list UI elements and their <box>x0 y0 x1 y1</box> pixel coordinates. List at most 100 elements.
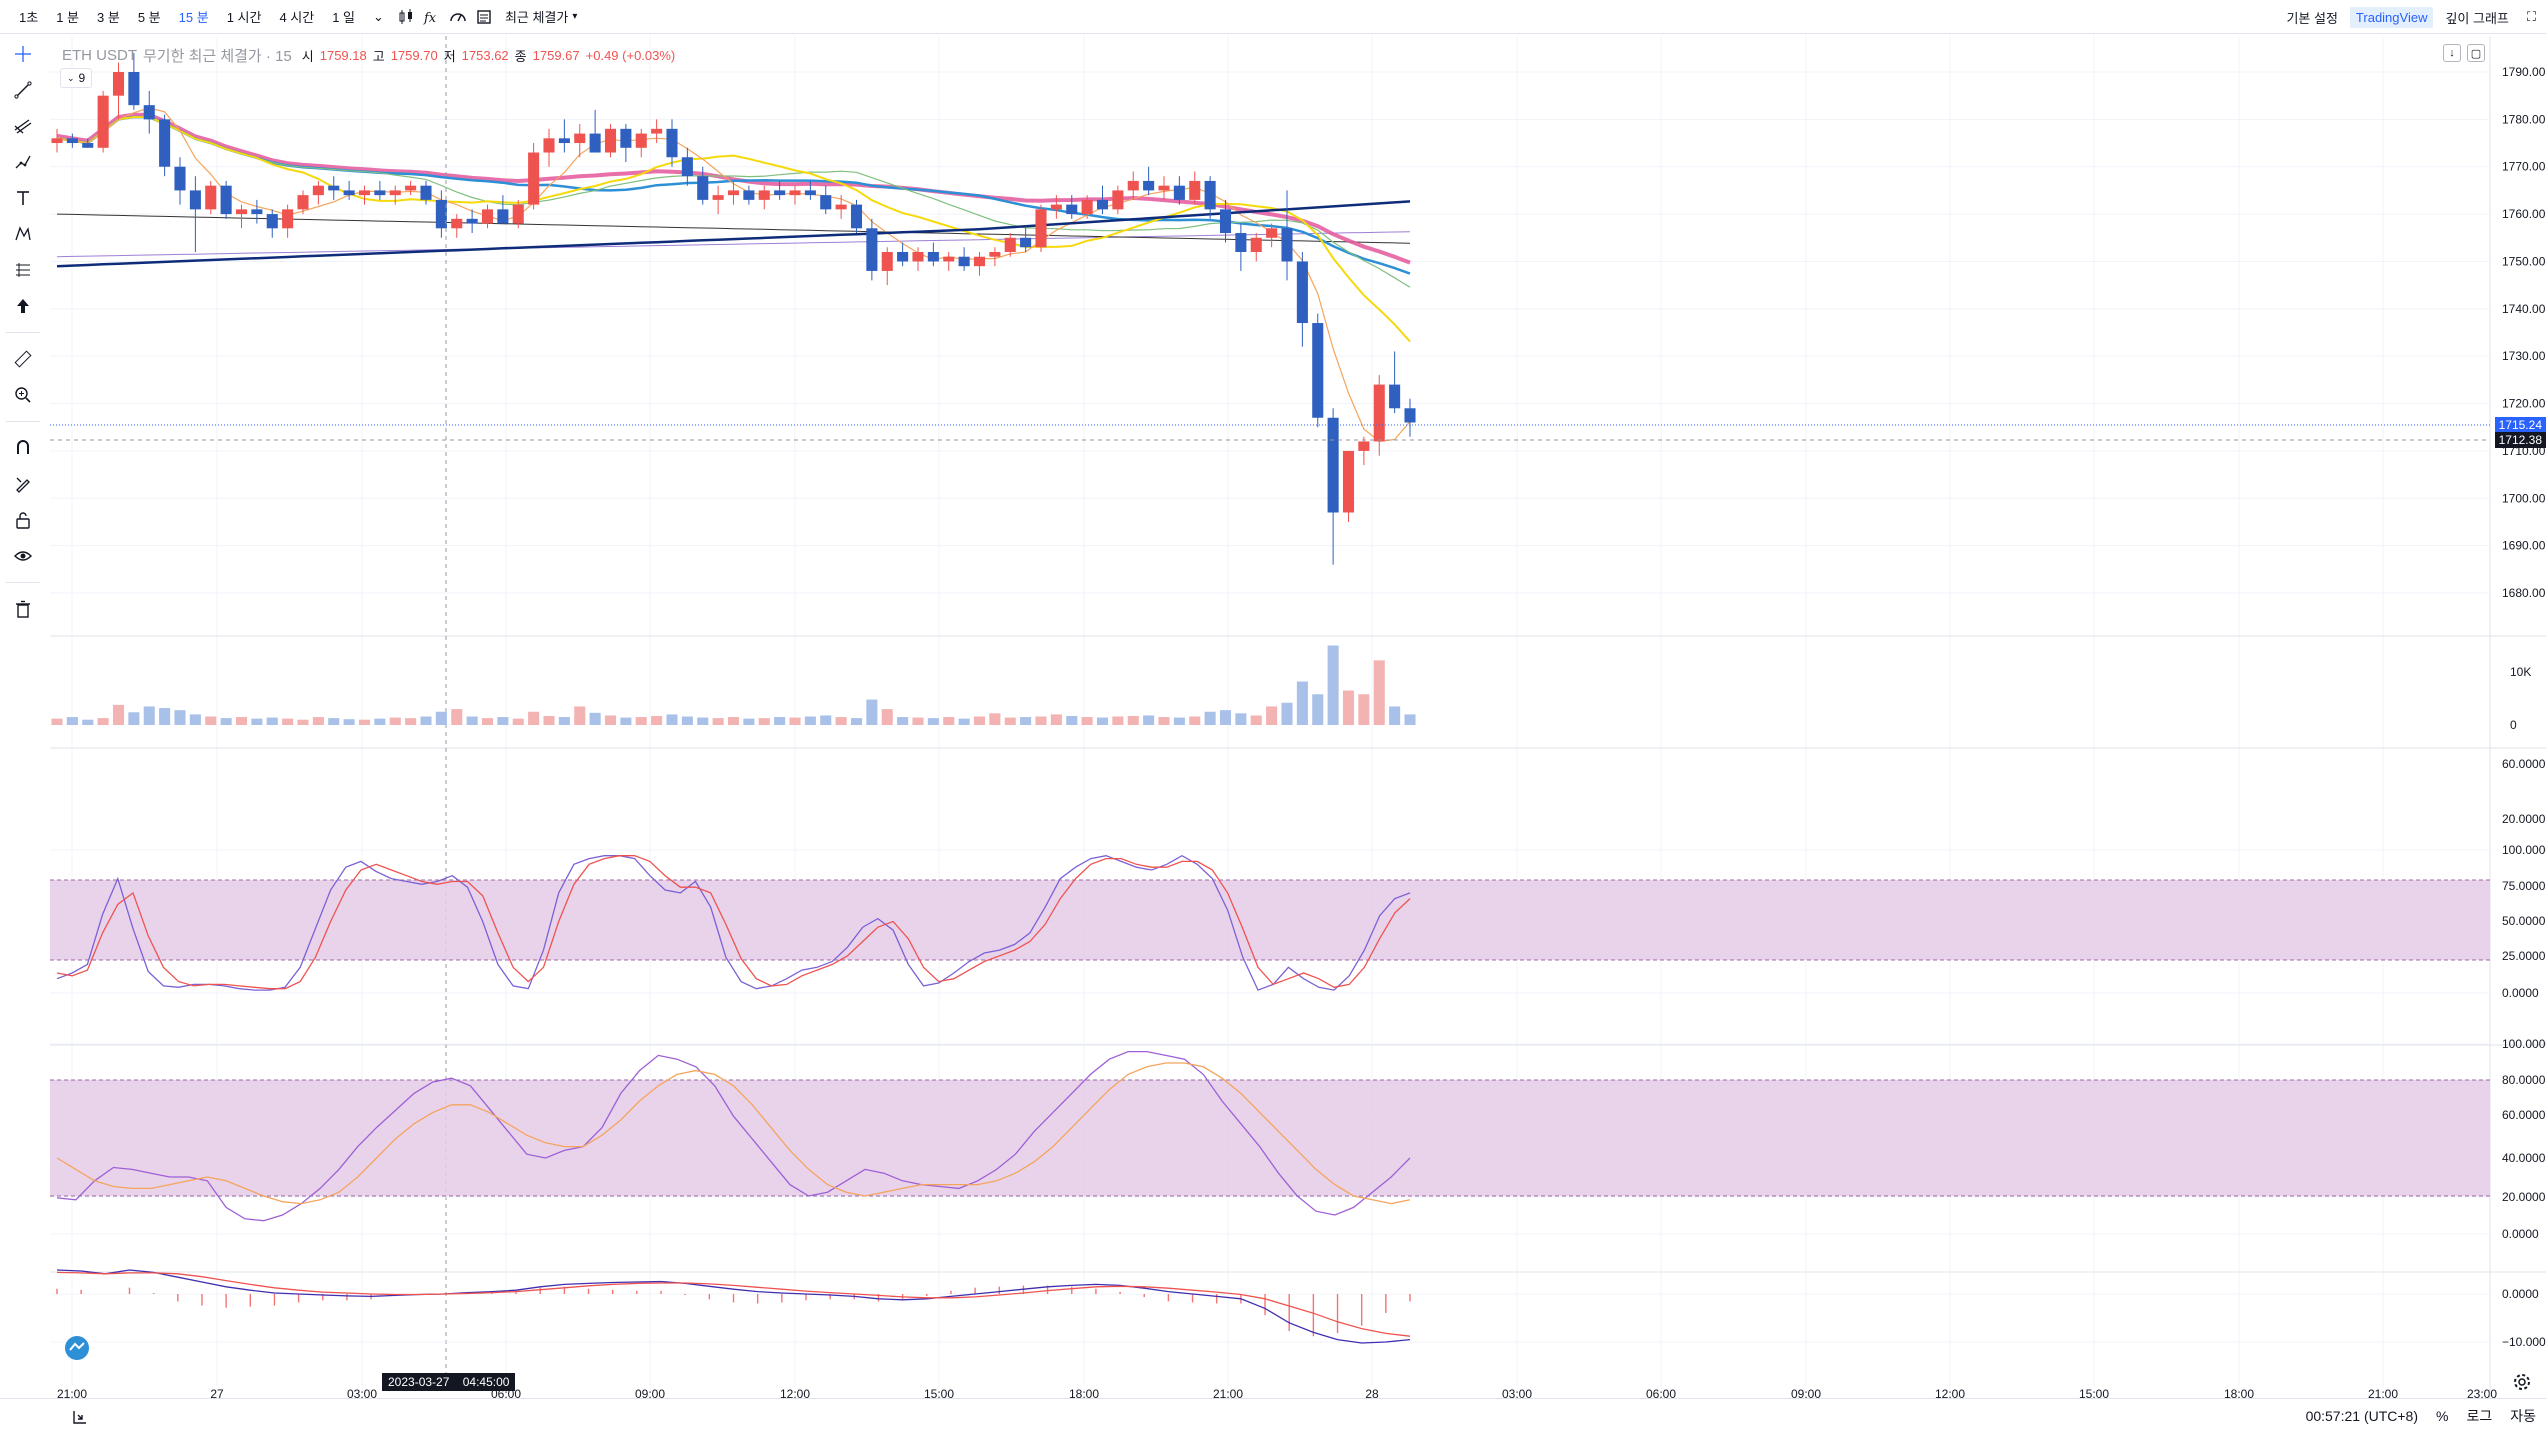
candle-body <box>543 138 555 153</box>
eye-icon[interactable] <box>6 539 40 573</box>
overbought-oversold-band <box>50 1080 2490 1196</box>
gauge-icon[interactable] <box>445 4 471 30</box>
volume-bar <box>558 717 570 725</box>
log-toggle[interactable]: 로그 <box>2466 1408 2493 1424</box>
brush-icon[interactable] <box>6 145 40 179</box>
close-label: 종 <box>514 49 527 64</box>
macd-line-0 <box>56 1269 1411 1344</box>
ruler-icon[interactable] <box>6 342 40 376</box>
pattern-icon[interactable] <box>6 217 40 251</box>
x-tick-label: 15:00 <box>2079 1387 2109 1398</box>
candle-body <box>774 190 786 196</box>
tradingview-logo-mark <box>69 1342 85 1351</box>
volume-bar <box>866 699 878 725</box>
candle-body <box>235 209 248 215</box>
magnet-icon[interactable] <box>6 431 40 465</box>
macd-line-1 <box>56 1271 1411 1337</box>
view-button-0[interactable]: 기본 설정 <box>2286 10 2338 26</box>
price-tick-label: 1750.00 <box>2502 254 2546 268</box>
candle-body <box>574 133 586 144</box>
volume-bar <box>1296 681 1308 725</box>
data-window-icon[interactable] <box>471 4 497 30</box>
candle-type-icon[interactable] <box>393 4 419 30</box>
interval-5[interactable]: 1 시간 <box>226 10 262 25</box>
volume-bar <box>358 719 371 725</box>
candle-body <box>989 251 1001 257</box>
interval-6[interactable]: 4 시간 <box>279 10 315 25</box>
view-button-2[interactable]: 깊이 그래프 <box>2445 10 2509 26</box>
volume-bar <box>374 718 386 725</box>
svg-text:fx: fx <box>423 11 437 26</box>
view-button-1[interactable]: TradingView <box>2349 6 2434 28</box>
volume-tick-label: 0 <box>2510 718 2517 732</box>
candle-body <box>804 190 816 196</box>
candle-body <box>512 204 524 224</box>
zoom-in-icon[interactable] <box>6 378 40 412</box>
lock-icon[interactable] <box>6 503 40 537</box>
x-tick-label: 09:00 <box>1791 1387 1821 1398</box>
candle-body <box>1112 190 1124 210</box>
volume-bar <box>635 717 647 725</box>
arrow-up-icon[interactable] <box>6 289 40 323</box>
interval-2[interactable]: 3 분 <box>97 10 120 25</box>
osc-tick-label: 75.0000 <box>2502 879 2546 893</box>
scale-controls: 00:57:21 (UTC+8) % 로그 자동 <box>2306 1406 2536 1426</box>
stoch-rsi-line-0 <box>56 854 1411 991</box>
divider <box>6 582 40 583</box>
trash-icon[interactable] <box>6 592 40 626</box>
interval-more-icon[interactable]: ⌄ <box>373 8 384 24</box>
ma-navy-line <box>56 200 1411 268</box>
chart-canvas[interactable]: 21:00 27 03:00 06:00 09:00 12:00 15:00 18:00 21:… <box>50 36 2546 1398</box>
volume-bar <box>1158 717 1170 725</box>
stoch-line-1 <box>56 1062 1411 1205</box>
candle-body <box>251 209 263 215</box>
osc-tick-label: 0.0000 <box>2502 986 2539 1000</box>
volume-bar <box>512 718 524 725</box>
osc-tick-label: 20.0000 <box>2502 812 2546 826</box>
keep-drawing-icon[interactable] <box>6 467 40 501</box>
maximize-pane-icon[interactable]: ▢ <box>2467 44 2485 62</box>
volume-bar <box>1020 717 1032 725</box>
crosshair-icon[interactable] <box>6 37 40 71</box>
trend-line-icon[interactable] <box>6 73 40 107</box>
percent-toggle[interactable]: % <box>2436 1408 2449 1424</box>
candle-body <box>189 190 201 210</box>
candle-body <box>1035 209 1047 248</box>
text-tool-icon[interactable] <box>6 181 40 215</box>
fib-icon[interactable] <box>6 253 40 287</box>
interval-7[interactable]: 1 일 <box>332 10 356 25</box>
settings-gear-icon[interactable] <box>2512 1372 2532 1397</box>
x-tick-label: 18:00 <box>2224 1387 2254 1398</box>
price-tick-label: 1780.00 <box>2502 112 2546 126</box>
auto-toggle[interactable]: 자동 <box>2510 1408 2536 1424</box>
interval-3[interactable]: 5 분 <box>137 10 161 25</box>
scroll-down-icon[interactable]: ↓ <box>2443 44 2461 62</box>
candle-body <box>282 209 294 229</box>
pitchfork-icon[interactable] <box>6 109 40 143</box>
candle-body <box>835 204 847 210</box>
volume-bar <box>66 717 78 725</box>
interval-0[interactable]: 1초 <box>19 10 39 25</box>
volume-bar <box>297 719 309 725</box>
goto-date-icon[interactable] <box>70 1407 90 1430</box>
indicators-icon[interactable]: fx <box>419 4 445 30</box>
indicator-toggle[interactable]: ⌄ 9 <box>60 68 93 88</box>
candle-body <box>51 138 63 144</box>
volume-bar <box>1327 645 1339 725</box>
ma-purple-line <box>56 231 1411 258</box>
interval-4[interactable]: 15 분 <box>178 10 209 25</box>
interval-1[interactable]: 1 분 <box>56 10 80 25</box>
chart-area[interactable]: 21:00 27 03:00 06:00 09:00 12:00 15:00 18:00 21:… <box>50 36 2546 1398</box>
price-tick-label: 1770.00 <box>2502 160 2546 174</box>
fullscreen-icon[interactable]: ⛶ <box>2526 9 2536 24</box>
symbol-label[interactable]: ETH USDT <box>62 47 137 64</box>
volume-bar <box>1219 710 1232 725</box>
candle-body <box>389 190 401 196</box>
volume-bar <box>174 710 186 725</box>
volume-bar <box>112 704 125 725</box>
candle-body <box>789 190 801 196</box>
price-type-dropdown[interactable]: 최근 체결가 ▾ <box>497 0 585 33</box>
price-tick-label: 1740.00 <box>2502 302 2546 316</box>
candle-body <box>451 218 463 229</box>
candle-body <box>328 185 340 191</box>
